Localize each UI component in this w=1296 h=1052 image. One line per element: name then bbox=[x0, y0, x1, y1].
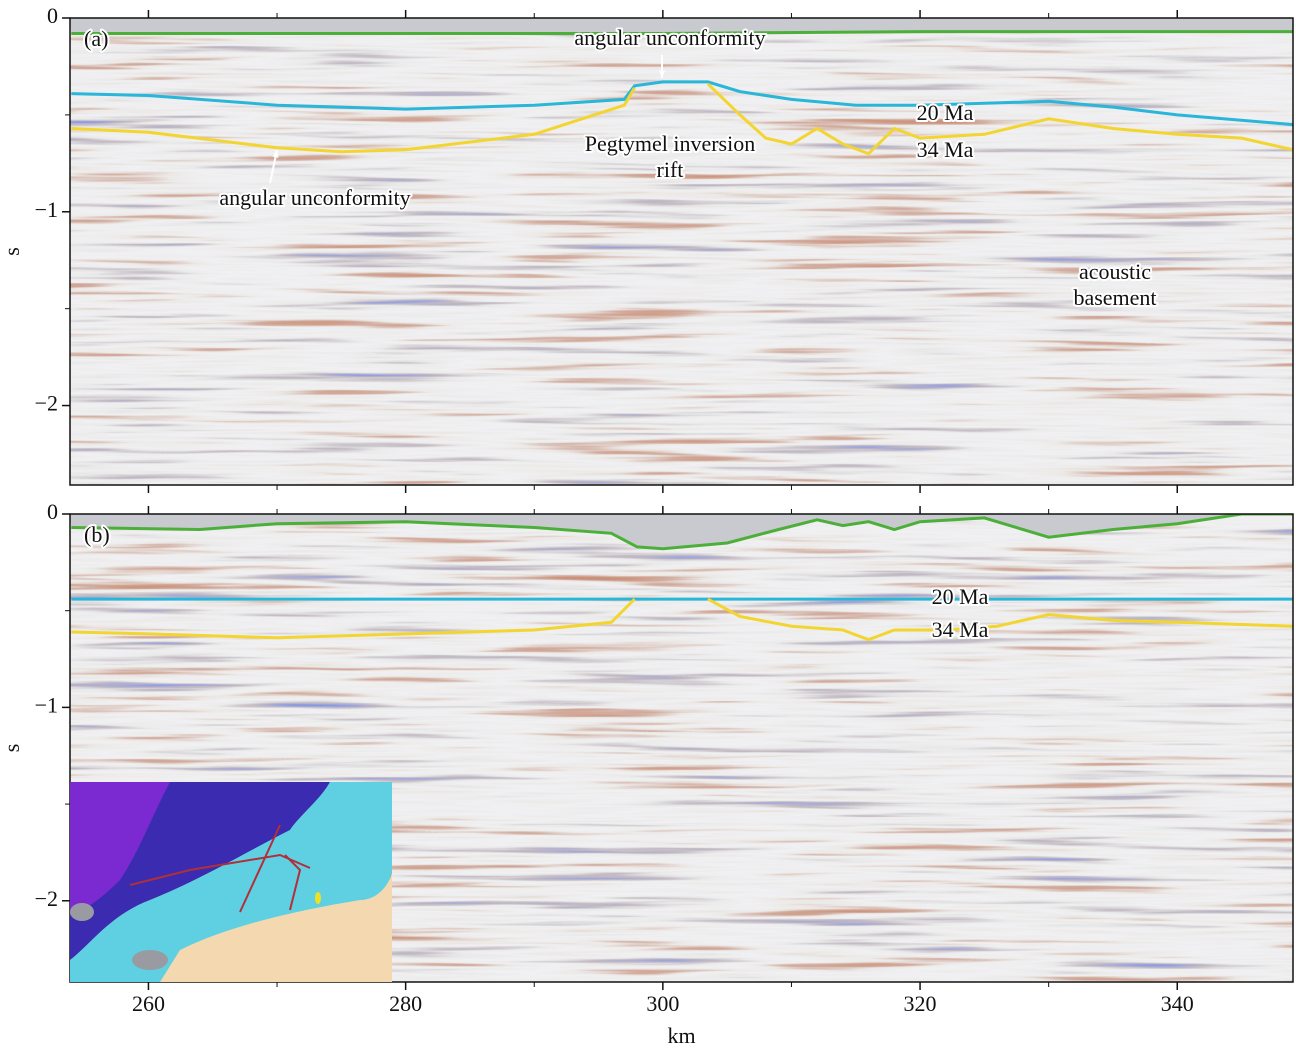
horizon bbox=[71, 597, 1293, 642]
x-tick-label: 260 bbox=[132, 991, 165, 1016]
annotation: rift bbox=[657, 157, 684, 182]
x-tick-label: 340 bbox=[1161, 991, 1194, 1016]
annotation: angular unconformity bbox=[574, 25, 765, 50]
x-tick-label: 320 bbox=[904, 991, 937, 1016]
horizons bbox=[70, 514, 1293, 642]
horizon-label: 20 Ma bbox=[917, 100, 974, 125]
y-tick-label: 0 bbox=[47, 499, 58, 524]
horizon bbox=[71, 82, 1293, 156]
x-tick-label: 300 bbox=[646, 991, 679, 1016]
plot-frame bbox=[69, 17, 1294, 486]
y-axis-label: s bbox=[0, 247, 24, 256]
y-tick-label: −2 bbox=[35, 391, 58, 416]
annotation: acoustic bbox=[1079, 259, 1151, 284]
horizon-label: 20 Ma bbox=[932, 584, 989, 609]
y-tick-label: −1 bbox=[35, 692, 58, 717]
seafloor bbox=[71, 514, 1293, 551]
x-tick-label: 280 bbox=[389, 991, 422, 1016]
annotation: angular unconformity bbox=[219, 185, 410, 210]
y-axis-label: s bbox=[0, 744, 24, 753]
arrow-head bbox=[272, 150, 279, 158]
horizon-label: 34 Ma bbox=[932, 617, 989, 642]
water bbox=[70, 18, 1293, 34]
location-map bbox=[70, 782, 392, 982]
seismic-section bbox=[70, 18, 1293, 485]
horizon bbox=[71, 80, 1293, 127]
water bbox=[70, 514, 1293, 549]
y-tick-label: 0 bbox=[47, 3, 58, 28]
y-tick-label: −2 bbox=[35, 886, 58, 911]
y-tick-label: −1 bbox=[35, 197, 58, 222]
panel-label: (a) bbox=[84, 26, 108, 51]
seafloor bbox=[71, 30, 1293, 35]
plot-frame bbox=[69, 513, 1294, 983]
x-axis-label: km bbox=[667, 1023, 695, 1048]
annotation: basement bbox=[1073, 285, 1156, 310]
horizon-label: 34 Ma bbox=[917, 137, 974, 162]
arrow-head bbox=[658, 70, 666, 78]
panel-label: (b) bbox=[84, 522, 110, 547]
annotation: Pegtymel inversion bbox=[585, 131, 755, 156]
horizons bbox=[70, 18, 1293, 156]
